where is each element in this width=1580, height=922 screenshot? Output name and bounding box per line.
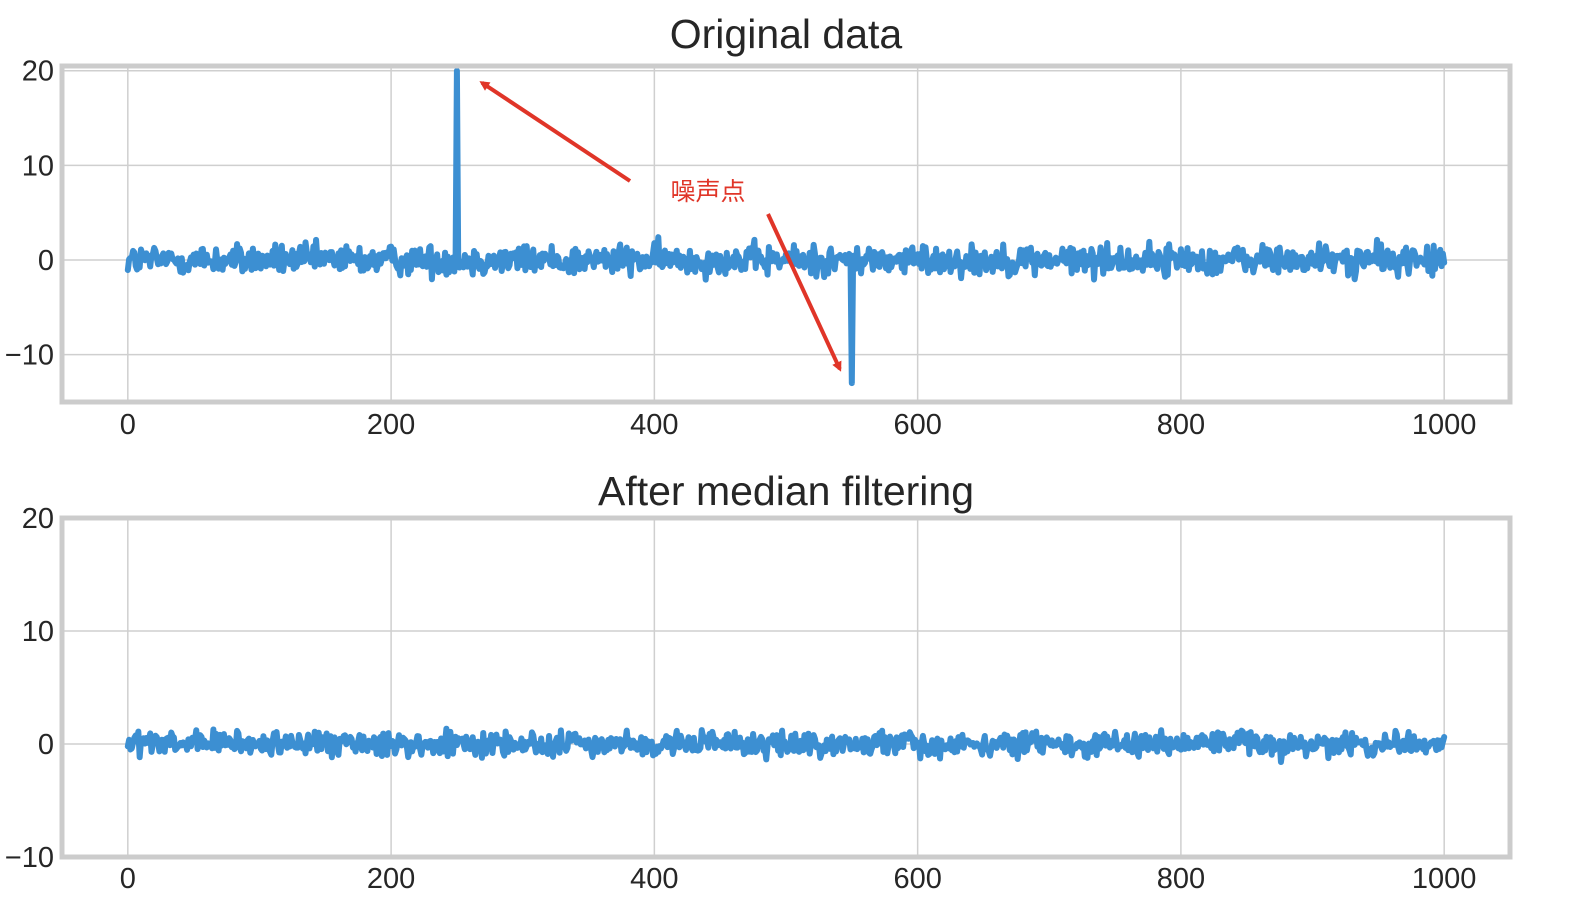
y-tick-label: 10 xyxy=(22,616,54,648)
x-tick-label: 200 xyxy=(367,863,415,895)
y-tick-label: −10 xyxy=(5,842,54,874)
annotation-arrow xyxy=(766,213,842,372)
x-tick-label: 0 xyxy=(120,409,136,441)
x-tick-label: 1000 xyxy=(1412,863,1477,895)
x-tick-label: 800 xyxy=(1157,409,1205,441)
y-tick-label: −10 xyxy=(5,340,54,372)
y-tick-label: 0 xyxy=(38,245,54,277)
chart-panel-1: Original data 0 200 400 600 800 1000 −10 0 10 20 噪声… xyxy=(5,11,1513,441)
chart-title: After median filtering xyxy=(598,468,974,514)
x-tick-label: 200 xyxy=(367,409,415,441)
x-tick-label: 0 xyxy=(120,863,136,895)
plot-area xyxy=(62,66,1510,402)
x-tick-label: 1000 xyxy=(1412,409,1477,441)
y-tick-label: 10 xyxy=(22,150,54,182)
y-tick-label: 20 xyxy=(22,56,54,88)
chart-title: Original data xyxy=(670,11,903,57)
y-tick-label: 0 xyxy=(38,729,54,761)
y-tick-label: 20 xyxy=(22,503,54,535)
x-tick-label: 400 xyxy=(630,409,678,441)
x-tick-label: 400 xyxy=(630,863,678,895)
axes-frame xyxy=(59,515,1513,860)
series-line xyxy=(124,725,1448,765)
annotation-arrow xyxy=(479,81,632,183)
axes-frame xyxy=(59,63,1513,405)
x-tick-label: 800 xyxy=(1157,863,1205,895)
plot-area xyxy=(62,518,1510,857)
annotation-label: 噪声点 xyxy=(670,177,745,206)
x-tick-label: 600 xyxy=(893,863,941,895)
x-tick-label: 600 xyxy=(893,409,941,441)
